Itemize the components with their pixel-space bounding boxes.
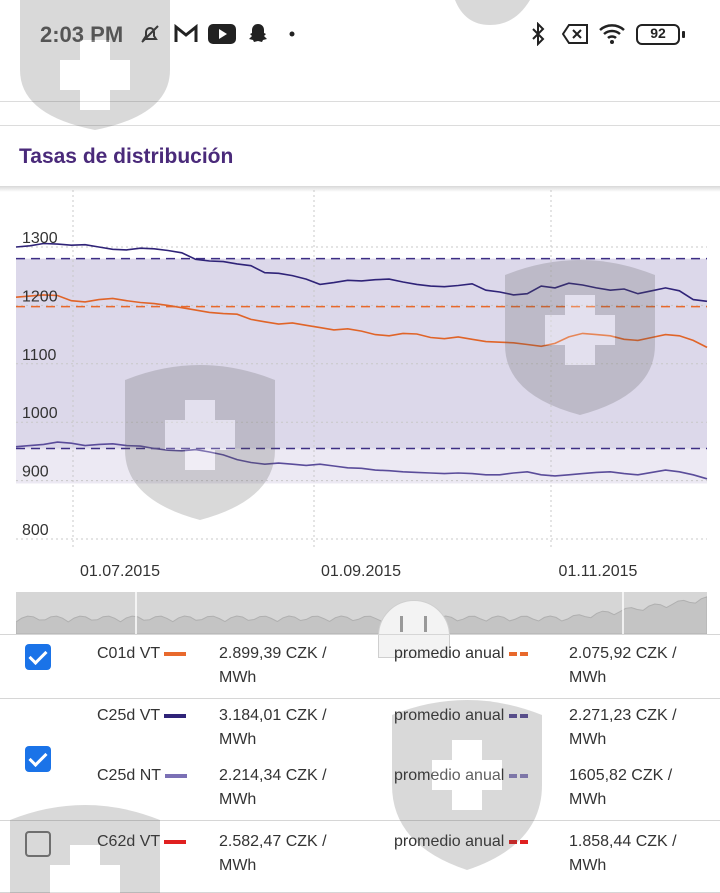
series-checkbox[interactable]	[25, 746, 51, 772]
series-price: 3.184,01 CZK / MWh	[219, 707, 327, 748]
series-checkbox[interactable]	[25, 644, 51, 670]
navigator-series	[16, 592, 707, 634]
header-divider-bottom	[0, 125, 720, 126]
youtube-icon	[207, 20, 237, 48]
legend-row: C25d VT 3.184,01 CZK / MWh promedio anual…	[0, 698, 720, 820]
avg-label: promedio anual	[394, 764, 529, 788]
mute-bell-icon	[136, 20, 164, 48]
bluetooth-icon	[526, 20, 550, 48]
series-name: C25d NT	[97, 764, 188, 788]
chart-navigator[interactable]	[16, 592, 707, 634]
series-color-swatch	[164, 839, 187, 844]
status-bar: 2:03 PM 92	[0, 0, 720, 70]
avg-label: promedio anual	[394, 642, 529, 666]
series-name: C25d VT	[97, 704, 187, 728]
dot-icon	[286, 20, 298, 48]
y-tick-label: 1300	[22, 230, 58, 247]
y-tick-label: 800	[22, 522, 49, 539]
x-tick-label: 01.09.2015	[321, 563, 401, 580]
series-price: 2.582,47 CZK / MWh	[219, 833, 327, 874]
gmail-icon	[172, 20, 200, 48]
series-color-swatch	[164, 713, 187, 718]
series-line	[15, 242, 708, 303]
series-color-swatch	[165, 773, 188, 778]
avg-label: promedio anual	[394, 704, 529, 728]
y-tick-label: 1200	[22, 288, 58, 305]
status-time: 2:03 PM	[40, 22, 124, 47]
y-tick-label: 1000	[22, 405, 58, 422]
series-price: 2.899,39 CZK / MWh	[219, 645, 327, 686]
no-sim-icon	[561, 20, 589, 48]
navigator-grip	[424, 616, 427, 632]
series-checkbox[interactable]	[25, 831, 51, 857]
navigator-grip	[400, 616, 403, 632]
x-tick-label: 01.11.2015	[559, 563, 638, 580]
series-name: C01d VT	[97, 642, 187, 666]
snapchat-icon	[244, 20, 272, 48]
avg-price: 2.075,92 CZK / MWh	[569, 645, 677, 686]
series-color-swatch	[164, 651, 187, 656]
series-line	[15, 441, 708, 480]
avg-label: promedio anual	[394, 830, 529, 854]
avg-price: 1605,82 CZK / MWh	[569, 767, 673, 808]
battery-icon: 92	[636, 24, 685, 45]
navigator-drag-handle[interactable]	[378, 600, 450, 658]
y-tick-label: 900	[22, 464, 49, 481]
distribution-rates-chart[interactable]: 1300 1200 1100 1000 900 800 01.07.2015 01.09.20…	[0, 190, 720, 590]
range-band-lower	[16, 448, 707, 484]
x-tick-label: 01.07.2015	[80, 563, 160, 580]
avg-price: 1.858,44 CZK / MWh	[569, 833, 677, 874]
range-band	[16, 258, 707, 449]
title-shadow	[0, 186, 720, 192]
legend-row: C01d VT 2.899,39 CZK / MWh promedio anual…	[0, 634, 720, 698]
series-price: 2.214,34 CZK / MWh	[219, 767, 327, 808]
legend-row: C62d VT 2.582,47 CZK / MWh promedio anual…	[0, 820, 720, 893]
series-name: C62d VT	[97, 830, 187, 854]
avg-price: 2.271,23 CZK / MWh	[569, 707, 677, 748]
section-title: Tasas de distribución	[19, 145, 234, 168]
series-line	[15, 294, 708, 349]
header-divider-top	[0, 101, 720, 102]
wifi-icon	[597, 20, 627, 48]
y-tick-label: 1100	[22, 347, 57, 364]
